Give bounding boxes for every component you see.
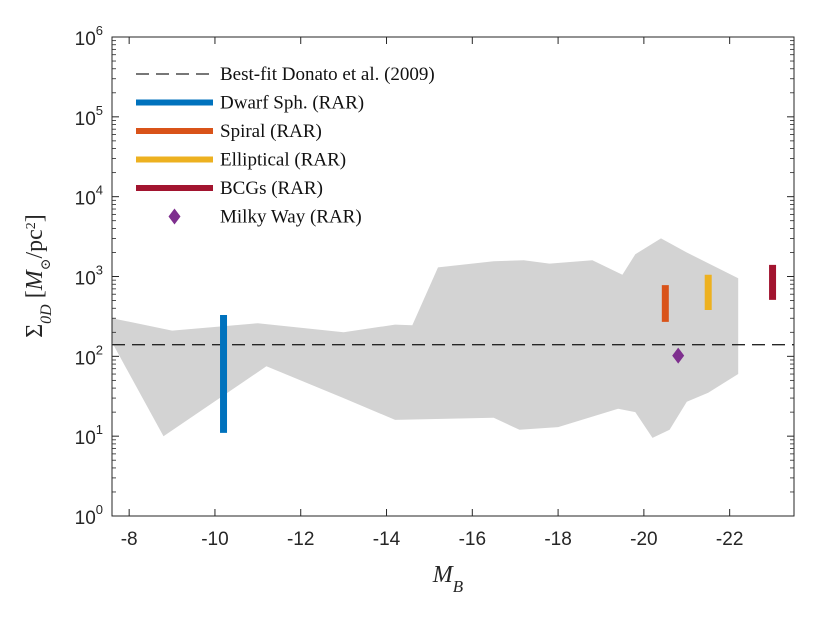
y-tick-label: 106 xyxy=(75,23,103,50)
y-tick-label: 104 xyxy=(75,183,103,210)
tick-layer: -8 -10 -12 -14 -16 -18 -20 -22 100 101 102 103 104 10… xyxy=(75,23,794,550)
legend-label: Elliptical (RAR) xyxy=(220,150,346,171)
milky-way-marker xyxy=(672,347,685,364)
x-tick-label: -16 xyxy=(459,529,486,550)
x-tick-label: -18 xyxy=(544,529,571,550)
y-tick-label: 105 xyxy=(75,103,103,130)
legend-swatch xyxy=(168,208,181,225)
shaded-range-layer xyxy=(112,238,739,438)
x-axis-title: MB xyxy=(432,562,464,596)
legend-label: Best-fit Donato et al. (2009) xyxy=(220,64,435,85)
x-tick-label: -14 xyxy=(373,529,401,550)
legend-label: Spiral (RAR) xyxy=(220,121,322,142)
shaded-range xyxy=(112,238,739,438)
legend: Best-fit Donato et al. (2009) Dwarf Sph. … xyxy=(126,56,518,236)
x-tick-label: -12 xyxy=(287,529,314,550)
legend-box xyxy=(126,56,518,236)
legend-label: Dwarf Sph. (RAR) xyxy=(220,93,364,114)
y-tick-label: 101 xyxy=(75,422,103,449)
legend-label: BCGs (RAR) xyxy=(220,178,323,199)
x-tick-label: -20 xyxy=(630,529,657,550)
x-tick-label: -8 xyxy=(121,529,138,550)
legend-label: Milky Way (RAR) xyxy=(220,207,362,228)
y-tick-label: 102 xyxy=(75,342,103,369)
y-axis-title: Σ0D [M⊙/pc2] xyxy=(22,214,55,338)
series-layer xyxy=(112,264,794,433)
y-tick-label: 100 xyxy=(75,502,103,529)
x-tick-label: -10 xyxy=(201,529,228,550)
x-tick-label: -22 xyxy=(716,529,743,550)
y-tick-label: 103 xyxy=(75,263,103,290)
